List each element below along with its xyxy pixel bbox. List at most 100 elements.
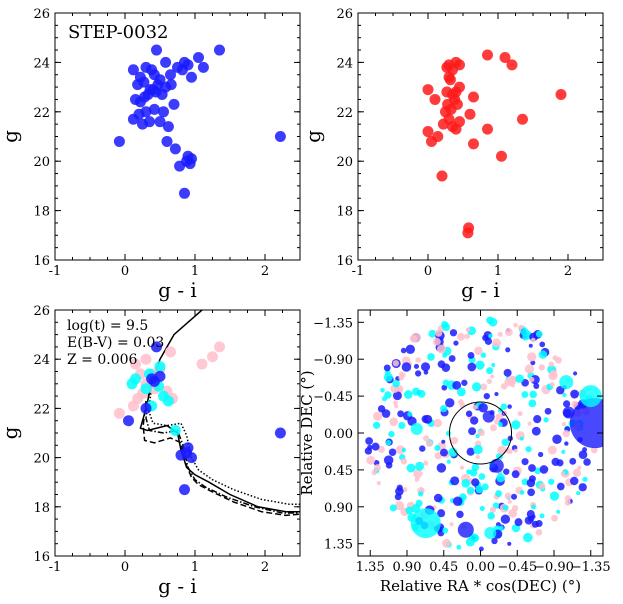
x-axis-label: g - i <box>158 278 197 302</box>
sky-point <box>436 344 446 354</box>
isochrone-line-dashed <box>142 400 300 517</box>
sky-point <box>442 379 450 386</box>
sky-point <box>480 352 487 358</box>
sky-point <box>590 446 598 454</box>
data-point <box>506 59 518 71</box>
plot-area <box>113 310 300 517</box>
x-tick-label: 0 <box>424 264 432 279</box>
sky-point <box>535 330 543 338</box>
plot-frame <box>54 12 301 261</box>
sky-point <box>475 485 484 494</box>
sky-point <box>497 445 507 455</box>
data-point <box>182 442 194 454</box>
sky-point <box>412 387 421 396</box>
y-tick-label: 0.00 <box>324 427 353 442</box>
sky-point <box>398 374 405 381</box>
sky-point <box>556 482 565 491</box>
sky-point <box>500 514 511 524</box>
data-point <box>144 116 155 128</box>
sky-point <box>449 329 458 337</box>
sky-point <box>466 447 475 456</box>
x-tick-label: 1 <box>494 264 502 279</box>
sky-point <box>442 538 452 548</box>
x-axis-label: Relative RA * cos(DEC) (°) <box>380 577 581 595</box>
sky-point <box>511 470 520 479</box>
sky-point <box>389 417 399 427</box>
sky-point <box>551 514 558 522</box>
panel-sky-map: 1.35 0.90 0.45 0.00 −0.45−0.90−1.351.350.900… <box>298 309 611 595</box>
sky-point <box>500 403 508 410</box>
sky-point <box>482 334 489 341</box>
sky-point <box>478 546 484 552</box>
sky-point <box>520 328 529 337</box>
sky-point <box>406 463 416 473</box>
panel-cmd-members: -1 0 1 2 16 18 20 22 24 26 g - i g STEP-0032 <box>0 7 301 302</box>
sky-point <box>564 441 569 446</box>
sky-point <box>388 430 395 438</box>
sky-point <box>402 487 408 493</box>
sky-point <box>528 343 533 348</box>
y-tick-label: 26 <box>336 7 353 22</box>
data-point <box>140 353 152 365</box>
data-point <box>454 116 465 128</box>
sky-point <box>572 468 582 477</box>
sky-point <box>471 382 482 392</box>
sky-point <box>478 473 486 480</box>
sky-point <box>570 476 579 486</box>
data-point <box>140 106 152 118</box>
sky-point <box>507 404 512 409</box>
sky-point <box>398 421 406 430</box>
sky-point <box>539 513 545 519</box>
sky-point <box>508 508 518 518</box>
sky-point <box>415 461 425 471</box>
data-point <box>179 187 190 199</box>
data-point <box>463 222 475 234</box>
sky-point <box>366 455 376 465</box>
sky-point-large <box>457 521 474 538</box>
sky-point <box>465 327 471 333</box>
y-axis-label: g <box>301 130 325 143</box>
sky-point <box>538 364 545 371</box>
x-tick-label: 2 <box>261 264 269 279</box>
x-tick-label: -1 <box>49 264 62 279</box>
sky-point <box>496 473 506 483</box>
sky-point <box>409 335 418 343</box>
sky-point <box>456 510 464 519</box>
sky-point <box>419 487 424 492</box>
y-tick-label: 16 <box>33 254 50 269</box>
sky-point <box>527 352 537 362</box>
sky-point <box>450 436 459 445</box>
sky-point <box>459 465 465 470</box>
sky-point <box>383 364 391 372</box>
sky-point <box>494 391 499 397</box>
sky-point <box>576 491 581 496</box>
x-tick-label: 0 <box>121 264 129 279</box>
sky-point <box>513 448 518 453</box>
sky-point <box>465 410 473 417</box>
sky-point <box>507 499 512 504</box>
sky-point <box>474 346 483 356</box>
data-point <box>454 59 465 71</box>
sky-point-large <box>482 410 495 423</box>
sky-point <box>501 438 510 447</box>
sky-point <box>420 362 431 372</box>
sky-point <box>556 509 561 514</box>
sky-point-large <box>410 508 441 539</box>
sky-point <box>467 362 477 372</box>
data-point <box>154 361 166 373</box>
sky-point <box>524 364 535 374</box>
sky-point <box>487 512 495 520</box>
member-radius-circle <box>448 401 513 465</box>
sky-point <box>446 459 451 464</box>
y-tick-label: 0.45 <box>324 464 353 479</box>
sky-point <box>526 510 535 519</box>
sky-point <box>517 410 523 417</box>
x-tick-label: 2 <box>564 264 572 279</box>
sky-point <box>415 357 421 363</box>
data-point <box>179 484 190 496</box>
sky-point <box>548 371 558 381</box>
sky-point <box>497 422 503 427</box>
sky-point <box>394 501 405 511</box>
sky-point <box>537 451 544 458</box>
sky-point <box>519 436 524 441</box>
